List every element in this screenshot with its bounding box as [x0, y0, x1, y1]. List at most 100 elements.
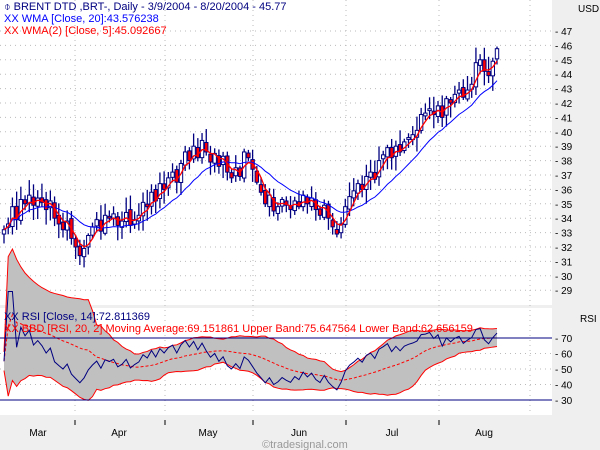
candle-body	[123, 211, 129, 223]
candle-body	[119, 220, 125, 228]
candle-body	[389, 146, 394, 159]
chart-title: BRENT DTD ,BRT-, Daily - 3/9/2004 - 8/20…	[13, 1, 287, 13]
candle-body	[385, 147, 390, 158]
candle-body	[347, 196, 352, 210]
price-tick-label: - 42	[555, 99, 573, 110]
candle-body	[452, 93, 458, 104]
candle-body	[73, 238, 78, 248]
candle-body	[309, 197, 314, 208]
candle-body	[263, 189, 268, 205]
indicator-icon: XX	[4, 25, 19, 37]
candle-body	[107, 215, 112, 219]
candle-body	[427, 108, 432, 112]
candle-body	[406, 137, 411, 140]
indicator-icon: XX	[4, 13, 19, 25]
legend-bbd[interactable]: XX BBD [RSI, 20, 2] Moving Average:69.15…	[4, 323, 473, 335]
candle-body	[115, 216, 120, 226]
legend-wma20[interactable]: XX WMA [Close, 20]:43.576238	[4, 13, 159, 25]
candle-body	[351, 190, 356, 199]
price-tick-label: - 35	[555, 200, 573, 211]
price-tick-label: - 32	[555, 243, 573, 254]
candle-body	[330, 219, 335, 228]
candle-body	[292, 200, 297, 212]
price-tick-label: - 39	[555, 142, 573, 153]
candle-body	[35, 197, 40, 207]
indicator-icon: XX	[4, 311, 19, 323]
candle-body	[145, 203, 150, 208]
candle-body	[482, 59, 487, 72]
price-tick-label: - 37	[555, 171, 573, 182]
price-tick-label: - 44	[555, 70, 573, 81]
rsi-tick-label: - 60	[555, 350, 573, 361]
month-label: Apr	[111, 428, 127, 439]
price-unit-label: USD	[578, 4, 599, 15]
candle-body	[305, 196, 310, 205]
upper-band-line	[3, 247, 498, 373]
title-legend: ⌽ BRENT DTD ,BRT-, Daily - 3/9/2004 - 8/…	[4, 1, 287, 14]
price-panel	[0, 0, 552, 305]
price-tick-label: - 33	[555, 229, 573, 240]
price-tick-label: - 29	[555, 286, 573, 297]
candle-body	[381, 154, 386, 160]
rsi-tick-label: - 70	[555, 334, 573, 345]
rsi-tick-label: - 50	[555, 365, 573, 376]
candle-body	[338, 223, 344, 234]
price-tick-label: - 34	[555, 214, 573, 225]
candle-body	[157, 183, 163, 199]
candle-body	[456, 89, 462, 94]
price-tick-label: - 47	[555, 27, 573, 38]
candle-body	[208, 153, 213, 163]
band-moving-average-line	[3, 313, 498, 381]
candle-body	[271, 197, 276, 212]
legend-wma20-text: WMA [Close, 20]:43.576238	[21, 13, 159, 25]
candle-body	[418, 114, 424, 131]
candle-body	[258, 184, 264, 193]
price-tick-label: - 38	[555, 157, 573, 168]
candle-body	[473, 62, 479, 88]
price-tick-label: - 30	[555, 272, 573, 283]
candle-body	[1, 229, 7, 235]
candle-body	[254, 170, 260, 183]
candle-body	[149, 191, 154, 207]
legend-rsi[interactable]: XX RSI [Close, 14]:72.811369	[4, 311, 150, 323]
candle-body	[229, 172, 234, 179]
candle-body	[10, 206, 15, 228]
rsi-line	[3, 291, 498, 391]
candle-body	[170, 171, 175, 178]
candle-body	[43, 199, 49, 211]
month-label: Aug	[475, 428, 493, 439]
wma20-line	[3, 80, 498, 231]
candle-body	[355, 183, 361, 194]
candle-body	[317, 208, 323, 216]
candle-body	[128, 209, 133, 226]
watermark: ©tradesignal.com	[262, 439, 348, 450]
candle-body	[22, 199, 28, 205]
price-tick-label: - 40	[555, 128, 573, 139]
price-tick-label: - 43	[555, 85, 573, 96]
indicator-icon: XX	[4, 323, 19, 335]
candle-body	[246, 152, 251, 159]
candle-body	[267, 194, 272, 208]
candle-body	[191, 145, 196, 160]
price-tick-label: - 46	[555, 41, 573, 52]
candle-body	[182, 151, 188, 166]
price-tick-label: - 45	[555, 56, 573, 67]
legend-wma5[interactable]: XX WMA(2) [Close, 5]:45.092667	[4, 25, 167, 37]
candle-body	[140, 201, 146, 217]
candle-body	[334, 228, 340, 235]
candle-body	[477, 59, 483, 66]
rsi-tick-label: - 40	[555, 381, 573, 392]
candle-body	[94, 219, 99, 227]
month-label: Jul	[386, 428, 399, 439]
price-tick-label: - 41	[555, 113, 573, 124]
candle-body	[448, 99, 453, 104]
candle-body	[322, 204, 327, 218]
month-label: Mar	[29, 428, 47, 439]
candle-body	[397, 144, 403, 153]
candle-body	[216, 155, 222, 167]
candle-body	[233, 167, 238, 177]
legend-bbd-text: BBD [RSI, 20, 2] Moving Average:69.15186…	[21, 323, 473, 335]
candle-body	[461, 86, 466, 98]
